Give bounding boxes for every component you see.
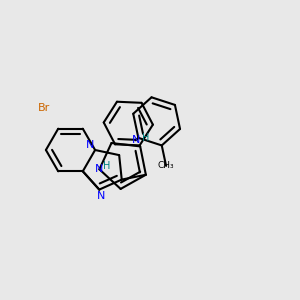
Text: Br: Br	[38, 103, 50, 113]
Text: N: N	[85, 140, 94, 151]
Text: N: N	[97, 191, 105, 201]
Text: CH₃: CH₃	[158, 161, 174, 170]
Text: N: N	[95, 164, 103, 174]
Text: H: H	[142, 133, 150, 143]
Text: H: H	[103, 161, 111, 171]
Text: N: N	[131, 135, 140, 145]
